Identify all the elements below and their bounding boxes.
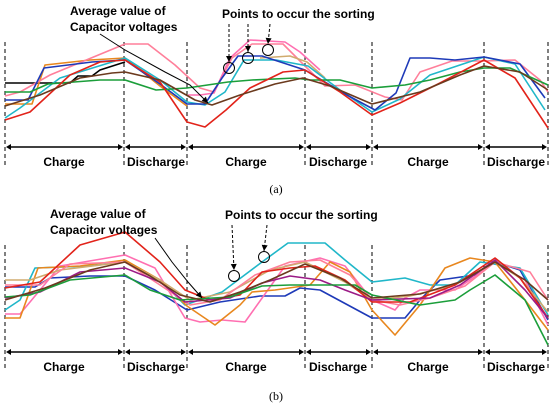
phase-arrows-a	[6, 144, 547, 150]
arrowhead	[125, 349, 130, 355]
series-line-10	[4, 261, 549, 303]
series-line-10	[4, 65, 549, 107]
arrowhead	[366, 144, 371, 150]
sorting-label-b: Points to occur the sorting	[225, 208, 378, 222]
arrowhead	[373, 349, 378, 355]
series-line-8	[5, 67, 549, 93]
arrowhead	[542, 144, 547, 150]
callout-arrowhead-1	[195, 291, 202, 298]
arrowhead	[478, 349, 483, 355]
arrowhead	[366, 349, 371, 355]
callout-arrowhead-1	[201, 96, 208, 103]
series-line-5	[259, 55, 326, 79]
series-line-6	[4, 56, 546, 119]
phase-label-3: Charge	[225, 360, 267, 374]
phase-labels-a: Charge Discharge Charge Discharge Charge Disc…	[43, 155, 545, 169]
arrowhead	[118, 144, 123, 150]
average-label-line2-a: Capacitor voltages	[70, 20, 178, 34]
series-line-9	[4, 274, 549, 346]
series-line-4	[188, 39, 321, 96]
arrowhead	[299, 349, 304, 355]
phase-arrows-b	[6, 349, 547, 355]
series-line-3	[5, 254, 549, 326]
arrowhead	[6, 144, 11, 150]
chart-panel-b: Average value of Capacitor voltages Poin…	[4, 207, 549, 403]
arrowhead	[6, 349, 11, 355]
phase-label-2: Discharge	[127, 155, 185, 169]
sorting-circles-b	[228, 251, 270, 282]
phase-labels-b: Charge Discharge Charge Discharge Charge Disc…	[43, 360, 545, 374]
arrowhead	[478, 144, 483, 150]
arrowhead	[188, 349, 193, 355]
series-line-8	[4, 259, 549, 319]
phase-label-4: Discharge	[309, 360, 367, 374]
sorting-point-circle-2	[242, 52, 254, 64]
callout-arrowhead-4	[265, 37, 272, 44]
phase-label-2: Discharge	[127, 360, 185, 374]
sorting-point-circle-1	[228, 270, 240, 282]
arrowhead	[306, 349, 311, 355]
arrowhead	[181, 349, 186, 355]
series-line-2	[5, 57, 188, 107]
arrowhead	[485, 349, 490, 355]
arrowhead	[188, 144, 193, 150]
sorting-point-circle-2	[258, 251, 270, 263]
callout-arrowhead-3	[261, 244, 268, 251]
series-line-3	[4, 43, 549, 101]
arrowhead	[373, 144, 378, 150]
phase-label-4: Discharge	[309, 155, 367, 169]
callout-arrowhead-3	[245, 46, 251, 52]
callout-arrowhead-2	[226, 56, 232, 62]
phase-label-6: Discharge	[487, 360, 545, 374]
arrowhead	[118, 349, 123, 355]
average-label-line1-b: Average value of	[50, 207, 147, 221]
series-group-a	[4, 39, 549, 129]
phase-label-3: Charge	[225, 155, 267, 169]
phase-label-1: Charge	[43, 360, 85, 374]
sorting-label-a: Points to occur the sorting	[222, 7, 375, 21]
phase-label-6: Discharge	[487, 155, 545, 169]
caption-a: (a)	[269, 182, 282, 196]
phase-label-1: Charge	[43, 155, 85, 169]
arrowhead	[181, 144, 186, 150]
callout-line-1	[154, 237, 203, 299]
arrowhead	[125, 144, 130, 150]
arrowhead	[542, 349, 547, 355]
callout-line-1	[99, 33, 209, 104]
callout-line-2	[231, 224, 235, 271]
callout-arrowhead-2	[230, 263, 237, 270]
phase-label-5: Charge	[407, 360, 449, 374]
caption-b: (b)	[269, 389, 283, 403]
chart-panel-a: Average value of Capacitor voltages Poin…	[4, 4, 549, 196]
sorting-point-circle-3	[262, 44, 274, 56]
arrowhead	[306, 144, 311, 150]
arrowhead	[299, 144, 304, 150]
callout-arrows-b	[154, 224, 268, 299]
sorting-point-circle-1	[223, 62, 235, 74]
sorting-circles-a	[223, 44, 274, 74]
series-group-b	[4, 231, 549, 346]
series-line-6	[5, 259, 549, 306]
average-label-line2-b: Capacitor voltages	[50, 223, 158, 237]
arrowhead	[485, 144, 490, 150]
callout-arrows-a	[99, 23, 272, 104]
phase-label-5: Charge	[407, 155, 449, 169]
average-label-line1-a: Average value of	[70, 4, 167, 18]
